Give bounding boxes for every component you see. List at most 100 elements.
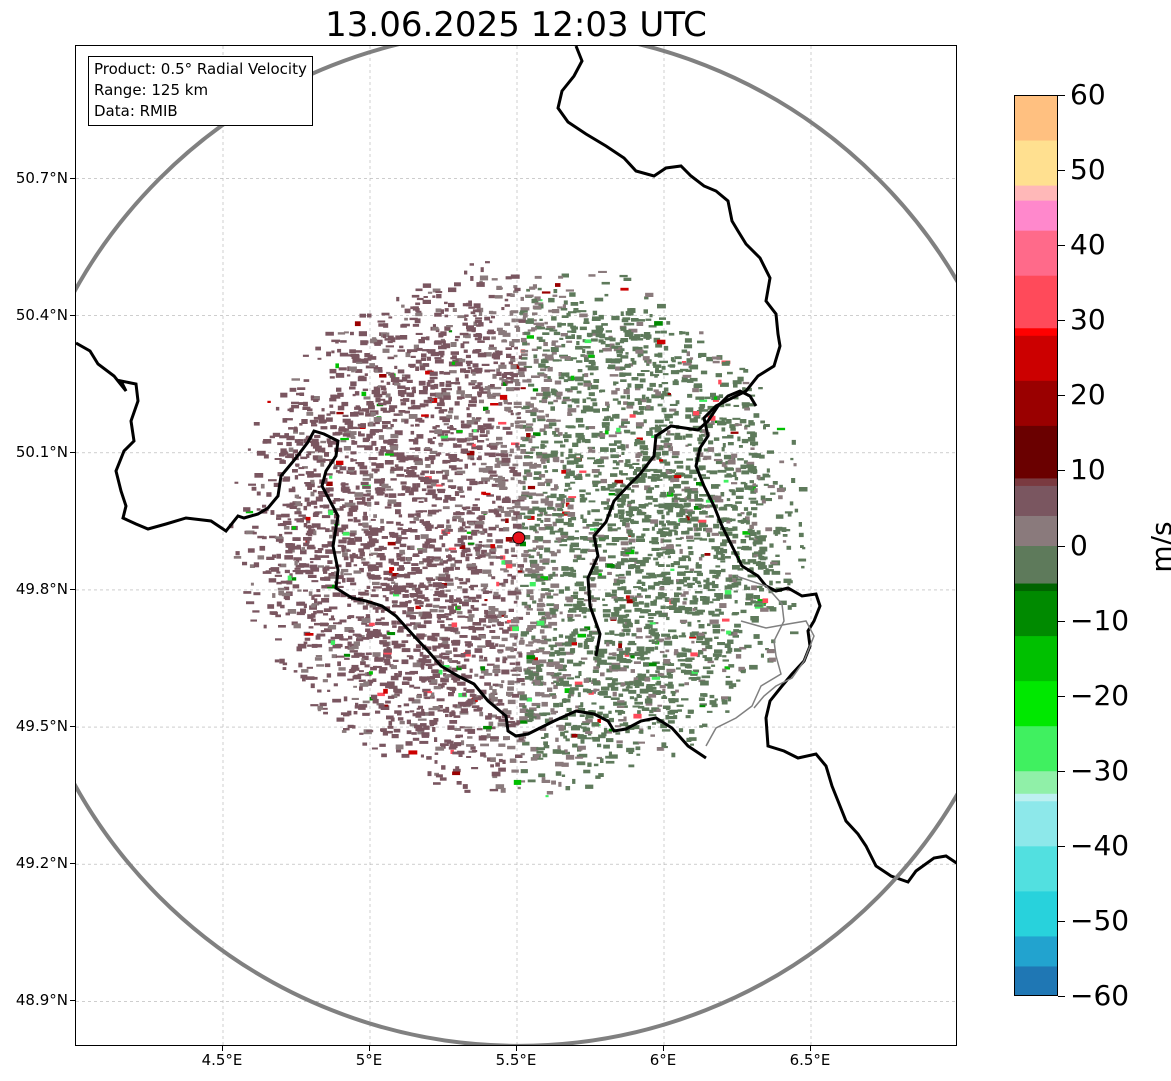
echo-cell [278, 540, 283, 544]
echo-cell [657, 339, 666, 345]
echo-cell [537, 482, 545, 486]
echo-cell [449, 660, 458, 663]
echo-cell [295, 564, 305, 568]
echo-cell [270, 510, 275, 515]
echo-cell [427, 291, 433, 294]
echo-cell [433, 547, 442, 552]
echo-cell [541, 615, 546, 619]
echo-cell [323, 569, 328, 574]
echo-cell [330, 615, 335, 620]
echo-cell [659, 650, 665, 654]
echo-cell [585, 492, 591, 495]
echo-cell [413, 598, 418, 602]
echo-cell [396, 557, 401, 561]
echo-cell [528, 641, 534, 644]
echo-cell [578, 661, 585, 665]
echo-cell [445, 383, 452, 388]
echo-cell [536, 668, 543, 672]
echo-cell [580, 739, 585, 744]
echo-cell [561, 762, 569, 767]
echo-cell [526, 698, 533, 702]
echo-cell [490, 608, 499, 612]
echo-cell [779, 484, 783, 490]
echo-cell [396, 537, 402, 541]
echo-cell [555, 737, 559, 742]
echo-cell [371, 694, 378, 700]
echo-cell [595, 775, 601, 779]
echo-cell [566, 498, 572, 502]
echo-cell [247, 448, 251, 451]
echo-cell [583, 318, 589, 322]
echo-cell [347, 502, 356, 506]
echo-cell [612, 414, 619, 419]
echo-cell [618, 614, 628, 619]
echo-cell [310, 500, 318, 505]
echo-cell [396, 473, 405, 477]
echo-cell [300, 517, 304, 523]
echo-cell [361, 408, 369, 411]
echo-cell [782, 534, 788, 537]
echo-cell [655, 391, 661, 396]
echo-cell [532, 547, 538, 550]
echo-cell [591, 598, 597, 602]
echo-cell [629, 680, 638, 684]
echo-cell [775, 526, 783, 531]
echo-cell [512, 523, 522, 529]
echo-cell [387, 681, 395, 686]
echo-cell [343, 430, 351, 436]
echo-cell [679, 498, 687, 502]
echo-cell [660, 675, 668, 678]
echo-cell [452, 771, 461, 776]
echo-cell [576, 438, 581, 444]
echo-cell [498, 481, 506, 486]
echo-cell [306, 539, 310, 544]
echo-cell [464, 526, 471, 529]
echo-cell [399, 345, 404, 349]
echo-cell [401, 640, 409, 643]
echo-cell [579, 628, 588, 632]
echo-cell [643, 334, 652, 339]
echo-cell [477, 370, 482, 374]
echo-cell [411, 390, 416, 394]
echo-cell [636, 426, 643, 429]
echo-cell [689, 568, 695, 572]
echo-cell [481, 477, 490, 482]
echo-cell [359, 465, 368, 470]
echo-cell [468, 382, 476, 386]
echo-cell [529, 707, 537, 711]
echo-cell [763, 424, 770, 427]
echo-cell [454, 491, 460, 496]
echo-cell [370, 495, 374, 500]
echo-cell [581, 557, 586, 560]
echo-cell [430, 398, 434, 402]
echo-cell [671, 752, 676, 758]
echo-cell [565, 372, 570, 378]
echo-cell [732, 634, 739, 638]
echo-cell [599, 390, 603, 393]
echo-cell [706, 532, 711, 537]
echo-cell [339, 506, 344, 511]
echo-cell [735, 487, 744, 492]
echo-cell [450, 563, 456, 567]
echo-cell [690, 743, 694, 746]
echo-cell [479, 675, 485, 679]
echo-cell [711, 619, 719, 624]
echo-cell [590, 570, 599, 575]
echo-cell [325, 528, 330, 533]
echo-cell [304, 482, 312, 485]
echo-cell [612, 691, 617, 697]
echo-cell [568, 689, 575, 695]
echo-cell [337, 661, 341, 667]
radar-map[interactable] [75, 45, 957, 1046]
echo-cell [763, 425, 766, 430]
echo-cell [686, 539, 695, 542]
echo-cell [504, 322, 511, 326]
echo-cell [625, 444, 629, 449]
echo-cell [307, 544, 315, 549]
echo-cell [540, 459, 547, 462]
echo-cell [586, 634, 593, 637]
echo-cell [429, 608, 438, 613]
echo-cell [544, 524, 552, 527]
echo-cell [631, 534, 635, 538]
echo-cell [438, 594, 443, 598]
